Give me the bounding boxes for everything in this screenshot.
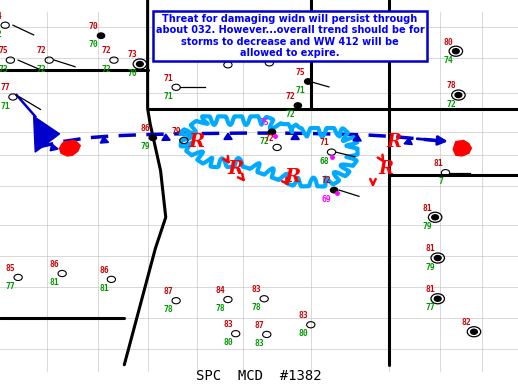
Polygon shape	[224, 133, 232, 140]
Text: 83: 83	[298, 311, 308, 320]
Text: 77: 77	[425, 303, 435, 312]
Text: 81: 81	[425, 244, 435, 253]
Circle shape	[453, 49, 459, 54]
Text: 79: 79	[423, 222, 433, 231]
Text: 81: 81	[423, 204, 433, 213]
Text: 72: 72	[215, 51, 225, 60]
Text: 80: 80	[223, 338, 233, 347]
Text: 83: 83	[223, 320, 233, 329]
Text: 7: 7	[438, 177, 443, 186]
Text: 86: 86	[140, 124, 150, 133]
Text: R: R	[386, 133, 401, 151]
Circle shape	[137, 62, 143, 67]
Text: SPC  MCD  #1382: SPC MCD #1382	[196, 369, 322, 383]
Circle shape	[294, 103, 301, 108]
Text: 70: 70	[89, 40, 98, 49]
Text: 81: 81	[99, 284, 109, 293]
Text: 72: 72	[37, 65, 47, 74]
Circle shape	[434, 255, 441, 261]
Text: 78: 78	[164, 305, 174, 314]
Polygon shape	[50, 144, 58, 151]
Text: 68: 68	[319, 157, 329, 166]
Text: 72: 72	[0, 30, 3, 39]
Text: 79: 79	[171, 127, 181, 136]
Text: 87: 87	[254, 321, 264, 330]
Circle shape	[305, 79, 312, 84]
Text: 72: 72	[102, 65, 111, 74]
Polygon shape	[100, 137, 109, 143]
Circle shape	[268, 129, 276, 135]
Polygon shape	[291, 133, 299, 140]
Text: 81: 81	[50, 278, 60, 287]
Polygon shape	[162, 134, 170, 140]
Text: 72: 72	[265, 134, 275, 143]
Text: 72: 72	[285, 92, 295, 101]
Polygon shape	[404, 138, 412, 145]
Circle shape	[97, 33, 105, 38]
Text: 79: 79	[140, 142, 150, 151]
Text: 78: 78	[252, 303, 262, 312]
Circle shape	[149, 135, 156, 140]
Text: 71: 71	[257, 49, 267, 58]
Text: 81: 81	[425, 285, 435, 294]
Text: 83: 83	[254, 339, 264, 348]
Text: 87: 87	[164, 287, 174, 296]
Polygon shape	[453, 140, 471, 156]
Text: 74: 74	[443, 56, 453, 65]
Text: R: R	[227, 160, 244, 178]
Text: 70: 70	[89, 22, 98, 31]
Text: 69: 69	[322, 195, 332, 204]
Text: 72: 72	[37, 47, 47, 55]
Text: 80: 80	[298, 329, 308, 338]
Text: 72: 72	[280, 35, 290, 44]
Polygon shape	[60, 140, 80, 156]
Text: 71: 71	[164, 74, 174, 83]
Text: 81: 81	[433, 159, 443, 168]
Text: 80: 80	[443, 38, 453, 47]
Text: 70: 70	[127, 69, 137, 78]
Text: 72: 72	[260, 137, 269, 146]
Text: 86: 86	[50, 260, 60, 269]
Text: 73: 73	[0, 65, 8, 74]
Text: 72: 72	[322, 177, 332, 185]
Text: 77: 77	[1, 83, 10, 92]
Text: 83: 83	[252, 285, 262, 294]
Text: 75: 75	[260, 118, 269, 127]
Polygon shape	[353, 135, 361, 141]
Text: 72: 72	[102, 47, 111, 55]
Text: 75: 75	[296, 68, 306, 77]
Circle shape	[431, 215, 438, 220]
Text: 85: 85	[6, 264, 16, 273]
Text: 78: 78	[446, 81, 456, 90]
Text: 73: 73	[127, 50, 137, 59]
Text: R: R	[284, 168, 301, 185]
Circle shape	[471, 329, 478, 334]
Text: 71: 71	[296, 86, 306, 95]
Text: 82: 82	[462, 318, 471, 327]
Text: 71: 71	[164, 92, 174, 101]
Text: 78: 78	[215, 304, 225, 313]
Polygon shape	[34, 116, 60, 152]
Text: R: R	[379, 160, 393, 178]
Text: 74: 74	[0, 12, 3, 21]
Circle shape	[434, 296, 441, 301]
Circle shape	[455, 93, 462, 97]
Circle shape	[330, 187, 338, 193]
Text: 79: 79	[425, 263, 435, 272]
Text: Threat for damaging widn will persist through
about 032. However...overall trend: Threat for damaging widn will persist th…	[156, 14, 424, 58]
Text: 86: 86	[99, 266, 109, 275]
Text: 75: 75	[0, 47, 8, 55]
Text: 71: 71	[1, 102, 10, 111]
Text: R: R	[189, 133, 205, 151]
Text: 72: 72	[285, 110, 295, 119]
Text: 84: 84	[215, 286, 225, 295]
Text: 71: 71	[319, 139, 329, 147]
Text: 72: 72	[446, 100, 456, 109]
Text: 77: 77	[6, 282, 16, 291]
